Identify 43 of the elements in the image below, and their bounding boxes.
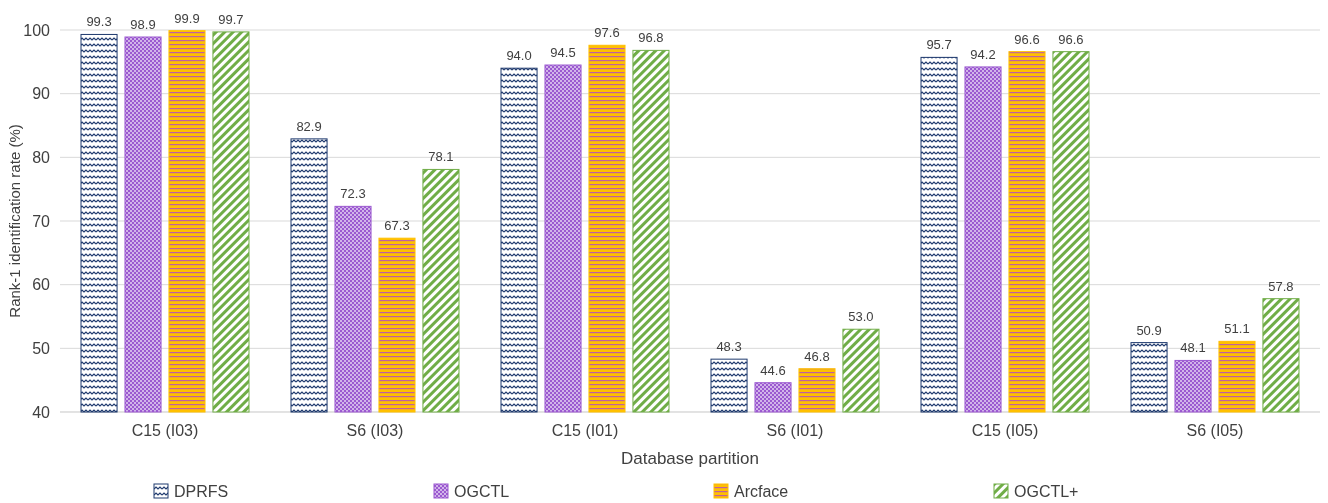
y-tick-label: 90 bbox=[32, 85, 51, 103]
y-tick-label: 40 bbox=[32, 403, 51, 421]
data-label: 72.3 bbox=[340, 186, 366, 202]
data-label: 99.9 bbox=[174, 10, 200, 26]
x-axis-title: Database partition bbox=[621, 449, 759, 468]
legend-label: OGCTL bbox=[454, 482, 510, 500]
y-tick-label: 80 bbox=[32, 148, 51, 166]
data-label: 96.6 bbox=[1058, 31, 1084, 47]
data-label: 99.7 bbox=[218, 11, 244, 27]
x-tick-label: S6 (I03) bbox=[346, 422, 404, 439]
data-label: 96.6 bbox=[1014, 31, 1040, 47]
y-tick-label: 100 bbox=[23, 21, 51, 39]
x-tick-label: C15 (I01) bbox=[551, 422, 619, 439]
data-label: 98.9 bbox=[130, 17, 156, 32]
data-label: 94.0 bbox=[506, 48, 532, 64]
data-label: 67.3 bbox=[384, 218, 410, 234]
y-axis-title: Rank-1 identification rate (%) bbox=[6, 124, 23, 318]
data-label: 50.9 bbox=[1136, 322, 1162, 338]
data-label: 99.3 bbox=[86, 14, 112, 30]
data-label: 95.7 bbox=[926, 37, 952, 53]
data-label: 97.6 bbox=[594, 25, 620, 41]
data-label: 57.8 bbox=[1268, 278, 1294, 294]
y-tick-label: 60 bbox=[32, 276, 51, 294]
legend-label: Arcface bbox=[734, 482, 789, 500]
data-label: 51.1 bbox=[1224, 321, 1250, 337]
x-tick-label: C15 (I03) bbox=[131, 422, 199, 439]
x-tick-label: S6 (I05) bbox=[1186, 422, 1244, 439]
data-label: 82.9 bbox=[296, 118, 322, 134]
data-label: 44.6 bbox=[760, 362, 786, 378]
data-label: 94.5 bbox=[550, 45, 576, 61]
data-label: 78.1 bbox=[428, 149, 454, 165]
data-label: 96.8 bbox=[638, 30, 664, 46]
x-tick-label: C15 (I05) bbox=[971, 422, 1039, 439]
data-label: 46.8 bbox=[804, 348, 830, 364]
y-tick-label: 70 bbox=[32, 212, 51, 230]
data-label: 94.2 bbox=[970, 46, 996, 62]
legend-label: DPRFS bbox=[174, 482, 229, 500]
data-label: 53.0 bbox=[848, 309, 874, 325]
x-tick-label: S6 (I01) bbox=[766, 422, 824, 439]
data-label: 48.1 bbox=[1180, 340, 1206, 356]
legend-label: OGCTL+ bbox=[1014, 482, 1079, 500]
data-label: 48.3 bbox=[716, 339, 742, 355]
y-tick-label: 50 bbox=[32, 339, 51, 357]
